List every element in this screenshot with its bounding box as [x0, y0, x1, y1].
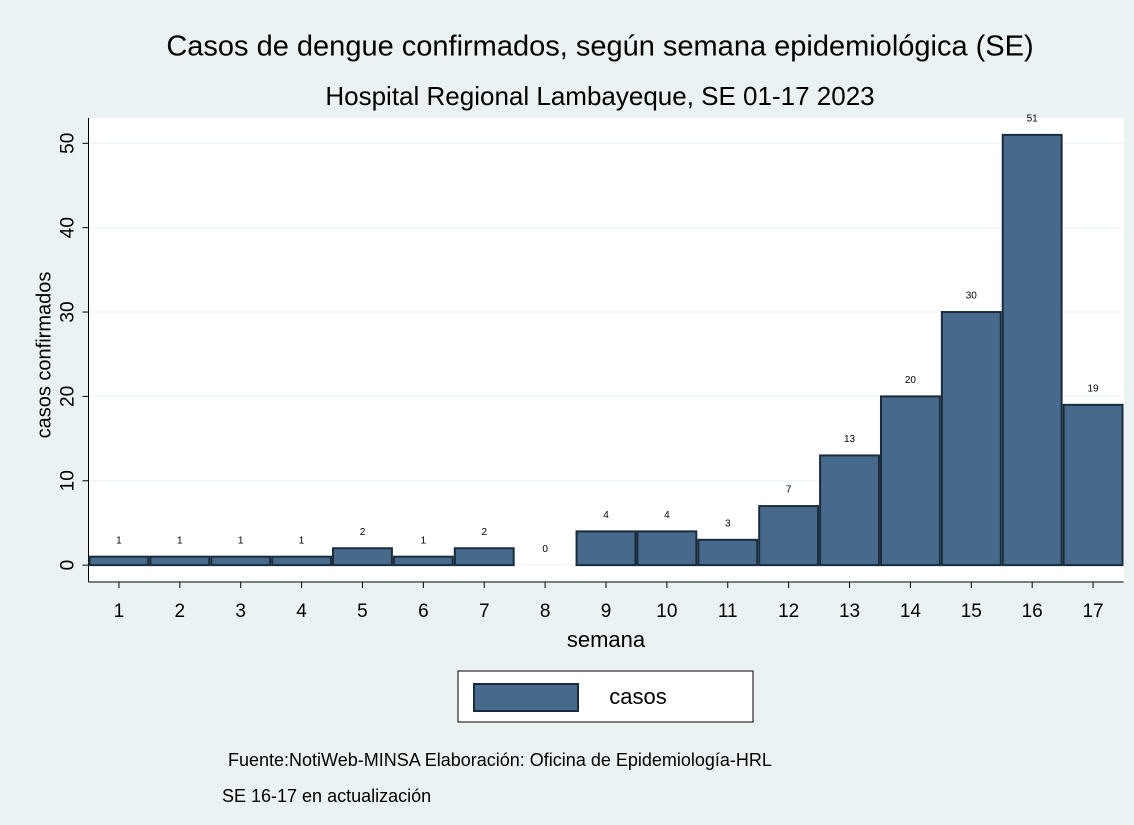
- value-label: 2: [481, 527, 487, 538]
- x-axis-title: semana: [567, 627, 646, 652]
- value-label: 20: [905, 375, 917, 386]
- x-tick-label: 16: [1022, 601, 1043, 622]
- x-tick-label: 15: [961, 601, 982, 622]
- bar: [271, 555, 333, 567]
- bar: [392, 555, 454, 567]
- x-tick-label: 7: [479, 601, 490, 622]
- value-label: 7: [786, 485, 792, 496]
- value-label: 30: [966, 291, 978, 302]
- value-label: 0: [542, 544, 548, 555]
- x-tick-label: 2: [175, 601, 186, 622]
- x-tick-label: 5: [357, 601, 368, 622]
- x-tick-label: 3: [235, 601, 246, 622]
- bar: [453, 547, 515, 567]
- bar: [879, 395, 941, 567]
- y-tick-label: 10: [58, 470, 79, 491]
- y-tick-label: 40: [58, 217, 79, 238]
- x-tick-label: 17: [1082, 601, 1103, 622]
- value-label: 1: [299, 535, 305, 546]
- bar: [332, 547, 393, 567]
- value-label: 1: [177, 535, 183, 546]
- chart-subtitle: Hospital Regional Lambayeque, SE 01-17 2…: [325, 81, 874, 111]
- x-tick-label: 4: [296, 601, 307, 622]
- bar: [697, 538, 759, 567]
- y-tick-label: 50: [58, 133, 79, 154]
- x-tick-label: 9: [601, 601, 612, 622]
- bar: [940, 311, 1002, 567]
- value-label: 1: [238, 535, 244, 546]
- bar: [636, 530, 698, 567]
- value-label: 1: [421, 535, 427, 546]
- x-tick-label: 11: [718, 601, 738, 622]
- chart-title: Casos de dengue confirmados, según seman…: [166, 31, 1033, 63]
- value-label: 51: [1027, 114, 1039, 125]
- bar: [210, 555, 272, 567]
- value-label: 1: [116, 535, 122, 546]
- note: Fuente:NotiWeb-MINSA Elaboración: Oficin…: [228, 750, 772, 770]
- x-tick-label: 13: [839, 601, 860, 622]
- y-tick-label: 30: [58, 301, 79, 322]
- y-tick-label: 0: [58, 560, 79, 571]
- x-tick-label: 14: [900, 601, 922, 622]
- legend-label: casos: [609, 684, 666, 709]
- y-axis-title: casos confirmados: [33, 272, 55, 439]
- x-tick-label: 10: [656, 601, 677, 622]
- value-label: 3: [725, 518, 731, 529]
- bar: [88, 555, 150, 567]
- value-label: 19: [1087, 383, 1099, 394]
- x-tick-label: 6: [418, 601, 429, 622]
- bar: [758, 505, 820, 567]
- x-tick-label: 1: [114, 601, 125, 622]
- bar: [149, 555, 211, 567]
- value-label: 4: [603, 510, 609, 521]
- bar: [819, 454, 880, 567]
- legend-swatch: [473, 683, 579, 712]
- bar: [575, 530, 637, 567]
- bar: [1062, 403, 1124, 567]
- x-tick-label: 12: [778, 601, 799, 622]
- value-label: 4: [664, 510, 670, 521]
- bar: [1001, 133, 1063, 567]
- value-label: 13: [844, 434, 856, 445]
- value-label: 2: [360, 527, 366, 538]
- y-tick-label: 20: [58, 386, 79, 407]
- note: SE 16-17 en actualización: [222, 786, 431, 806]
- x-tick-label: 8: [540, 601, 551, 622]
